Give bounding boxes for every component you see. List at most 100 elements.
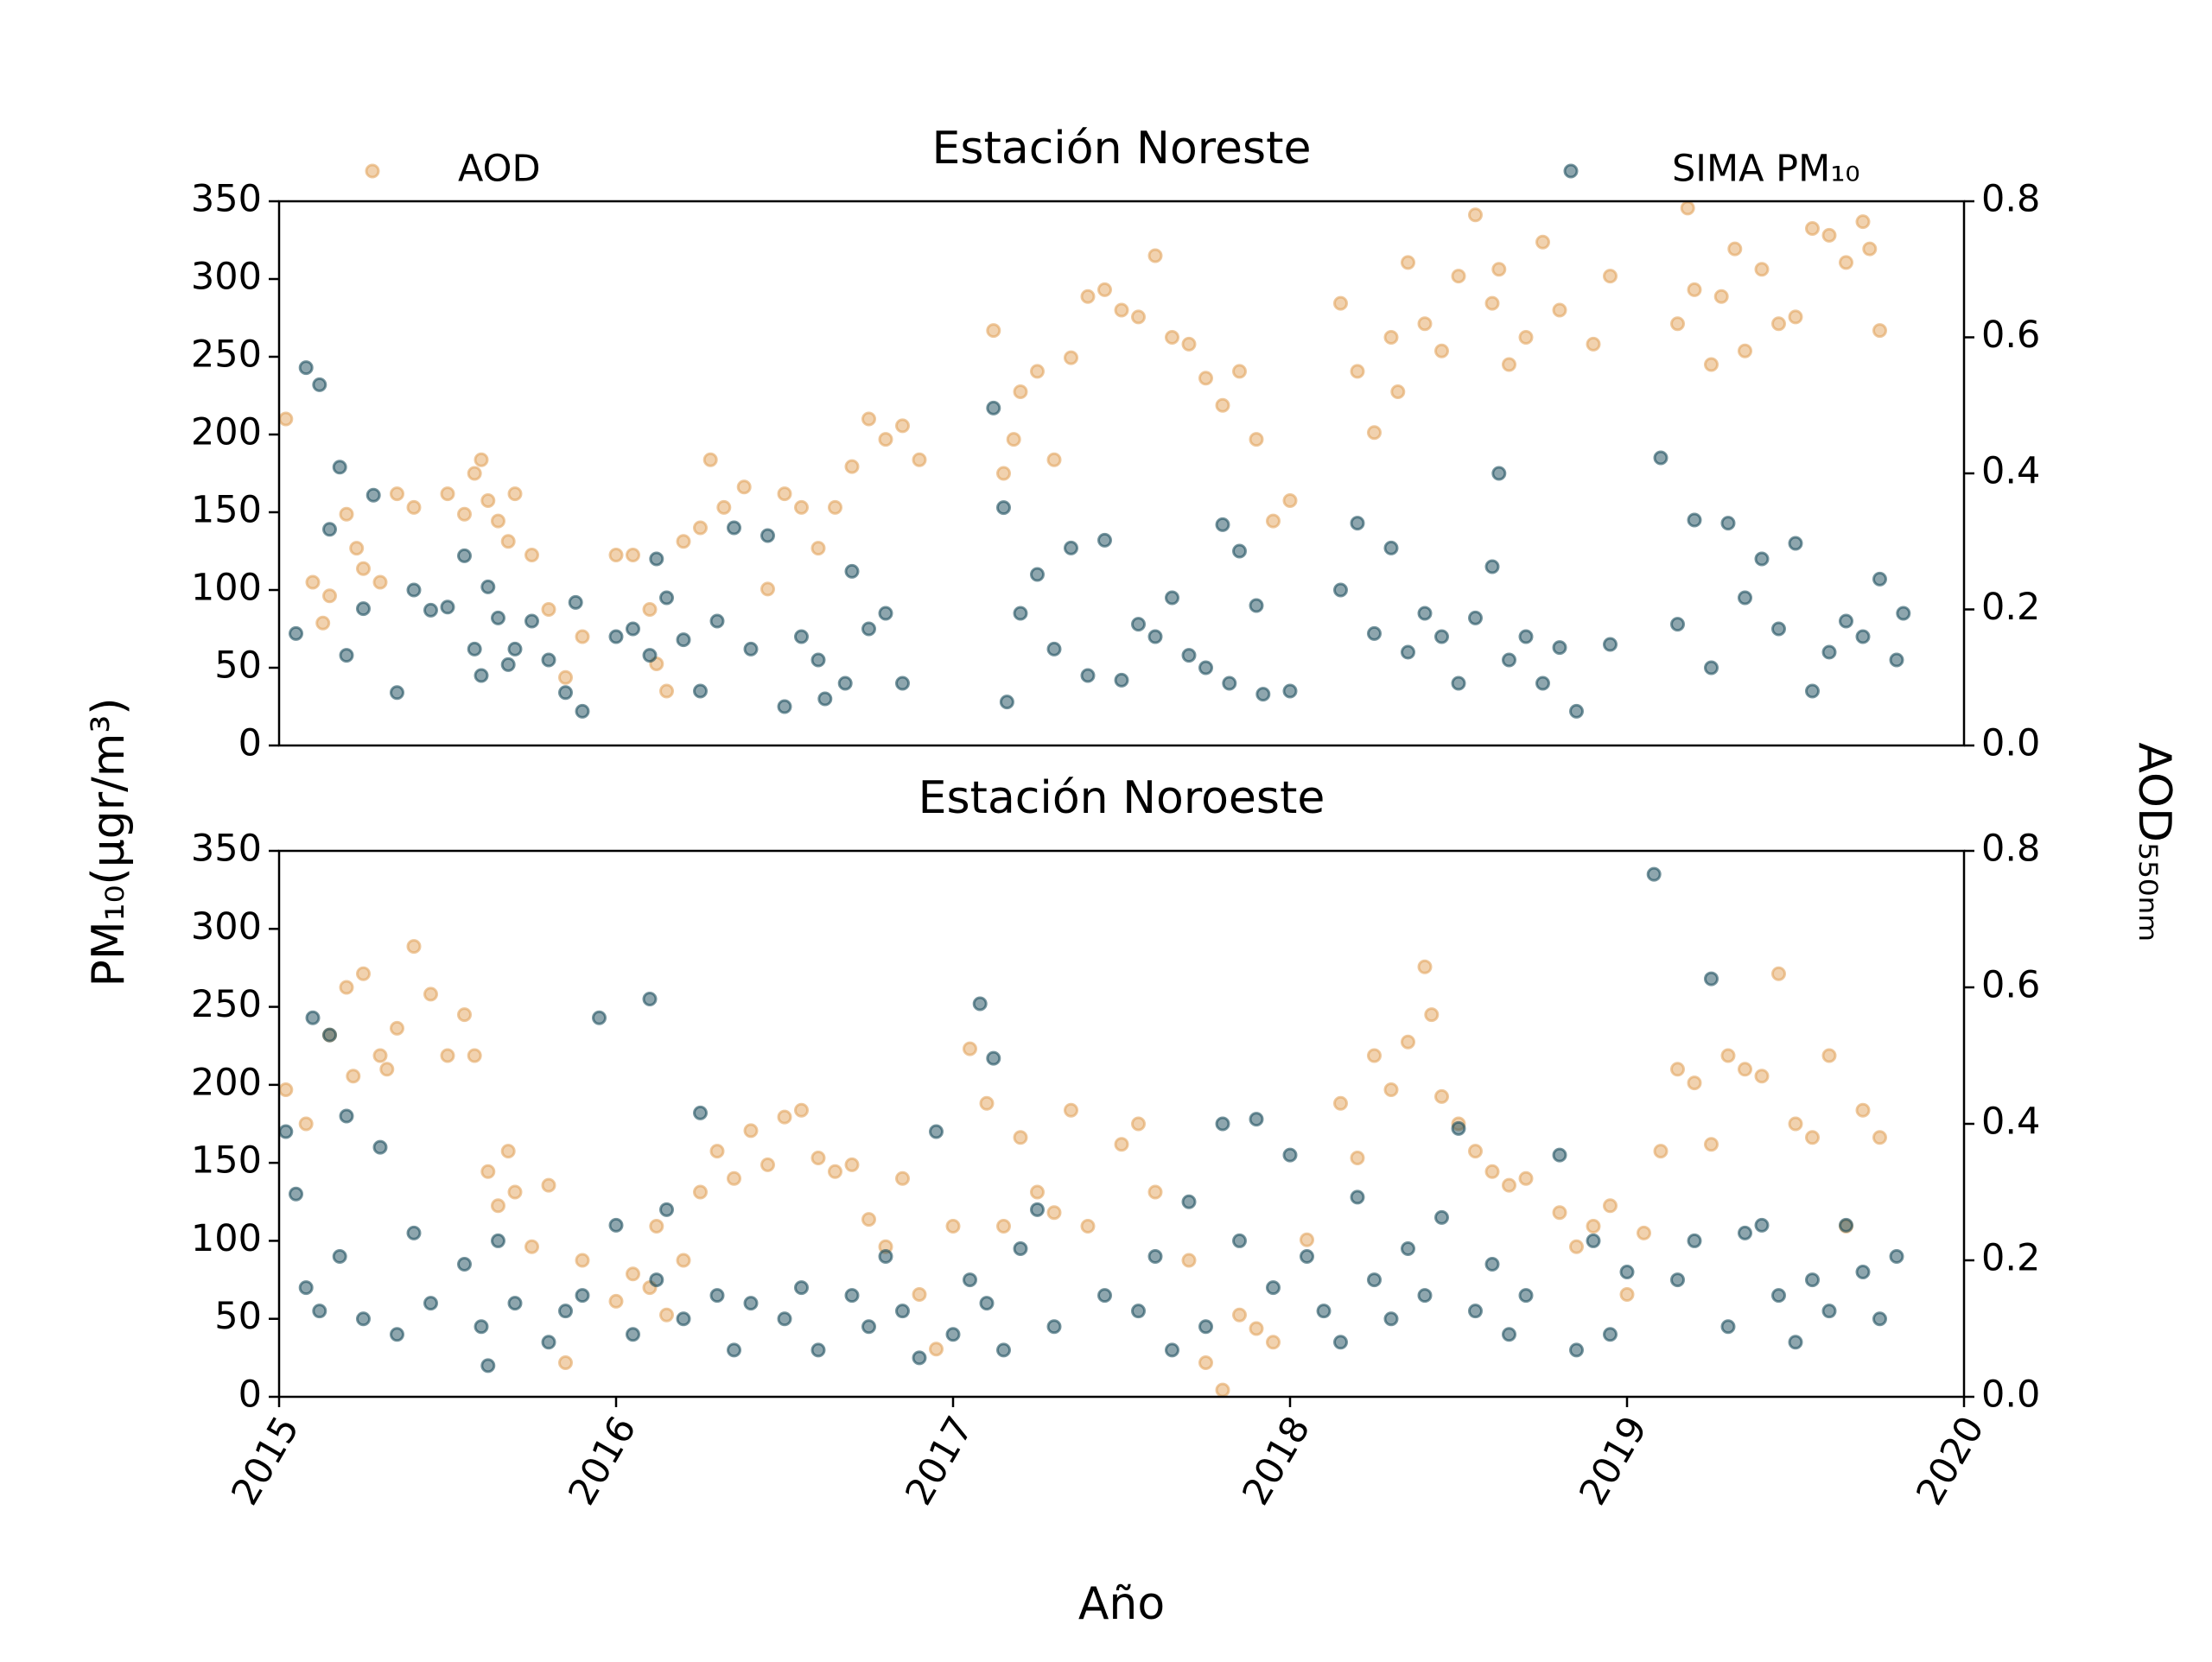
point [727,1342,741,1358]
point [626,548,640,562]
y-tick-label: 350 [191,178,262,221]
point [1713,289,1729,304]
point [760,1157,775,1172]
point [406,582,422,598]
point [1569,1239,1584,1254]
point [794,1102,809,1118]
point [1165,590,1179,606]
point [1266,513,1281,529]
y-tick-label: 150 [191,1139,262,1183]
point [558,685,573,701]
plot-frame [277,849,1966,1399]
point [1805,683,1820,699]
y2-axis-label: AOD₅₅₀ₙₘ [2128,742,2180,942]
y-tick-label: 300 [191,256,262,299]
point [305,574,321,590]
point [649,1272,664,1288]
point [1383,540,1399,555]
point [1064,350,1078,365]
point [861,411,876,427]
point [1030,1202,1045,1217]
point [1680,200,1695,216]
point [507,1184,523,1200]
point [1232,1233,1247,1248]
point [979,1296,995,1311]
point [467,641,482,657]
point [626,1266,640,1282]
point [743,1296,759,1311]
point [1350,364,1365,379]
point [507,641,523,657]
point [346,1069,361,1084]
point [659,683,674,699]
point [1821,1304,1837,1319]
point [390,1020,404,1036]
point [1451,1120,1466,1136]
point [626,1327,640,1342]
point [339,648,354,663]
point [659,1202,674,1217]
point [1013,606,1028,621]
point [760,581,775,597]
point [1552,302,1567,318]
point [1771,316,1786,332]
point [1468,1144,1483,1159]
point [372,574,388,590]
point [1855,1265,1871,1280]
point [1821,1048,1837,1063]
point [322,1027,337,1043]
point [289,625,303,641]
point [709,1144,725,1159]
point [1872,1311,1887,1327]
point [1484,559,1500,574]
point [541,602,556,617]
point [1255,687,1271,702]
point [929,1342,944,1357]
point [457,506,472,522]
point [491,610,505,625]
point [500,1144,516,1159]
point [1738,590,1752,606]
point [1862,241,1878,257]
point [817,691,833,707]
point [305,1010,321,1025]
point [1704,660,1719,676]
point [1232,364,1247,379]
point [1889,652,1904,668]
point [1114,302,1129,318]
point [810,1151,826,1165]
point [1502,1327,1516,1342]
point [1727,241,1743,257]
point [356,601,371,617]
point [1181,1253,1197,1268]
point [676,534,691,549]
point [558,1355,573,1370]
point [1383,1082,1399,1097]
legend-marker [1563,163,1579,179]
point [1147,629,1163,644]
point [1198,660,1213,676]
point [1569,1342,1584,1358]
point [1131,1116,1146,1132]
point [709,613,725,629]
y2-tick-label: 0.8 [1981,178,2040,221]
point [996,500,1011,516]
x-tick-label: 2019 [1571,1409,1656,1513]
point [1215,1382,1230,1398]
point [467,466,482,481]
point [1754,1069,1770,1084]
point [1771,966,1786,981]
point [390,685,404,701]
point [507,1296,523,1311]
point [1232,543,1247,559]
point [693,520,708,536]
point [945,1327,961,1342]
point [390,486,404,502]
point [1872,571,1887,587]
point [996,466,1011,481]
point [895,676,910,691]
point [1535,234,1550,250]
point [1222,676,1237,691]
point [1367,1272,1382,1288]
point [568,594,583,610]
